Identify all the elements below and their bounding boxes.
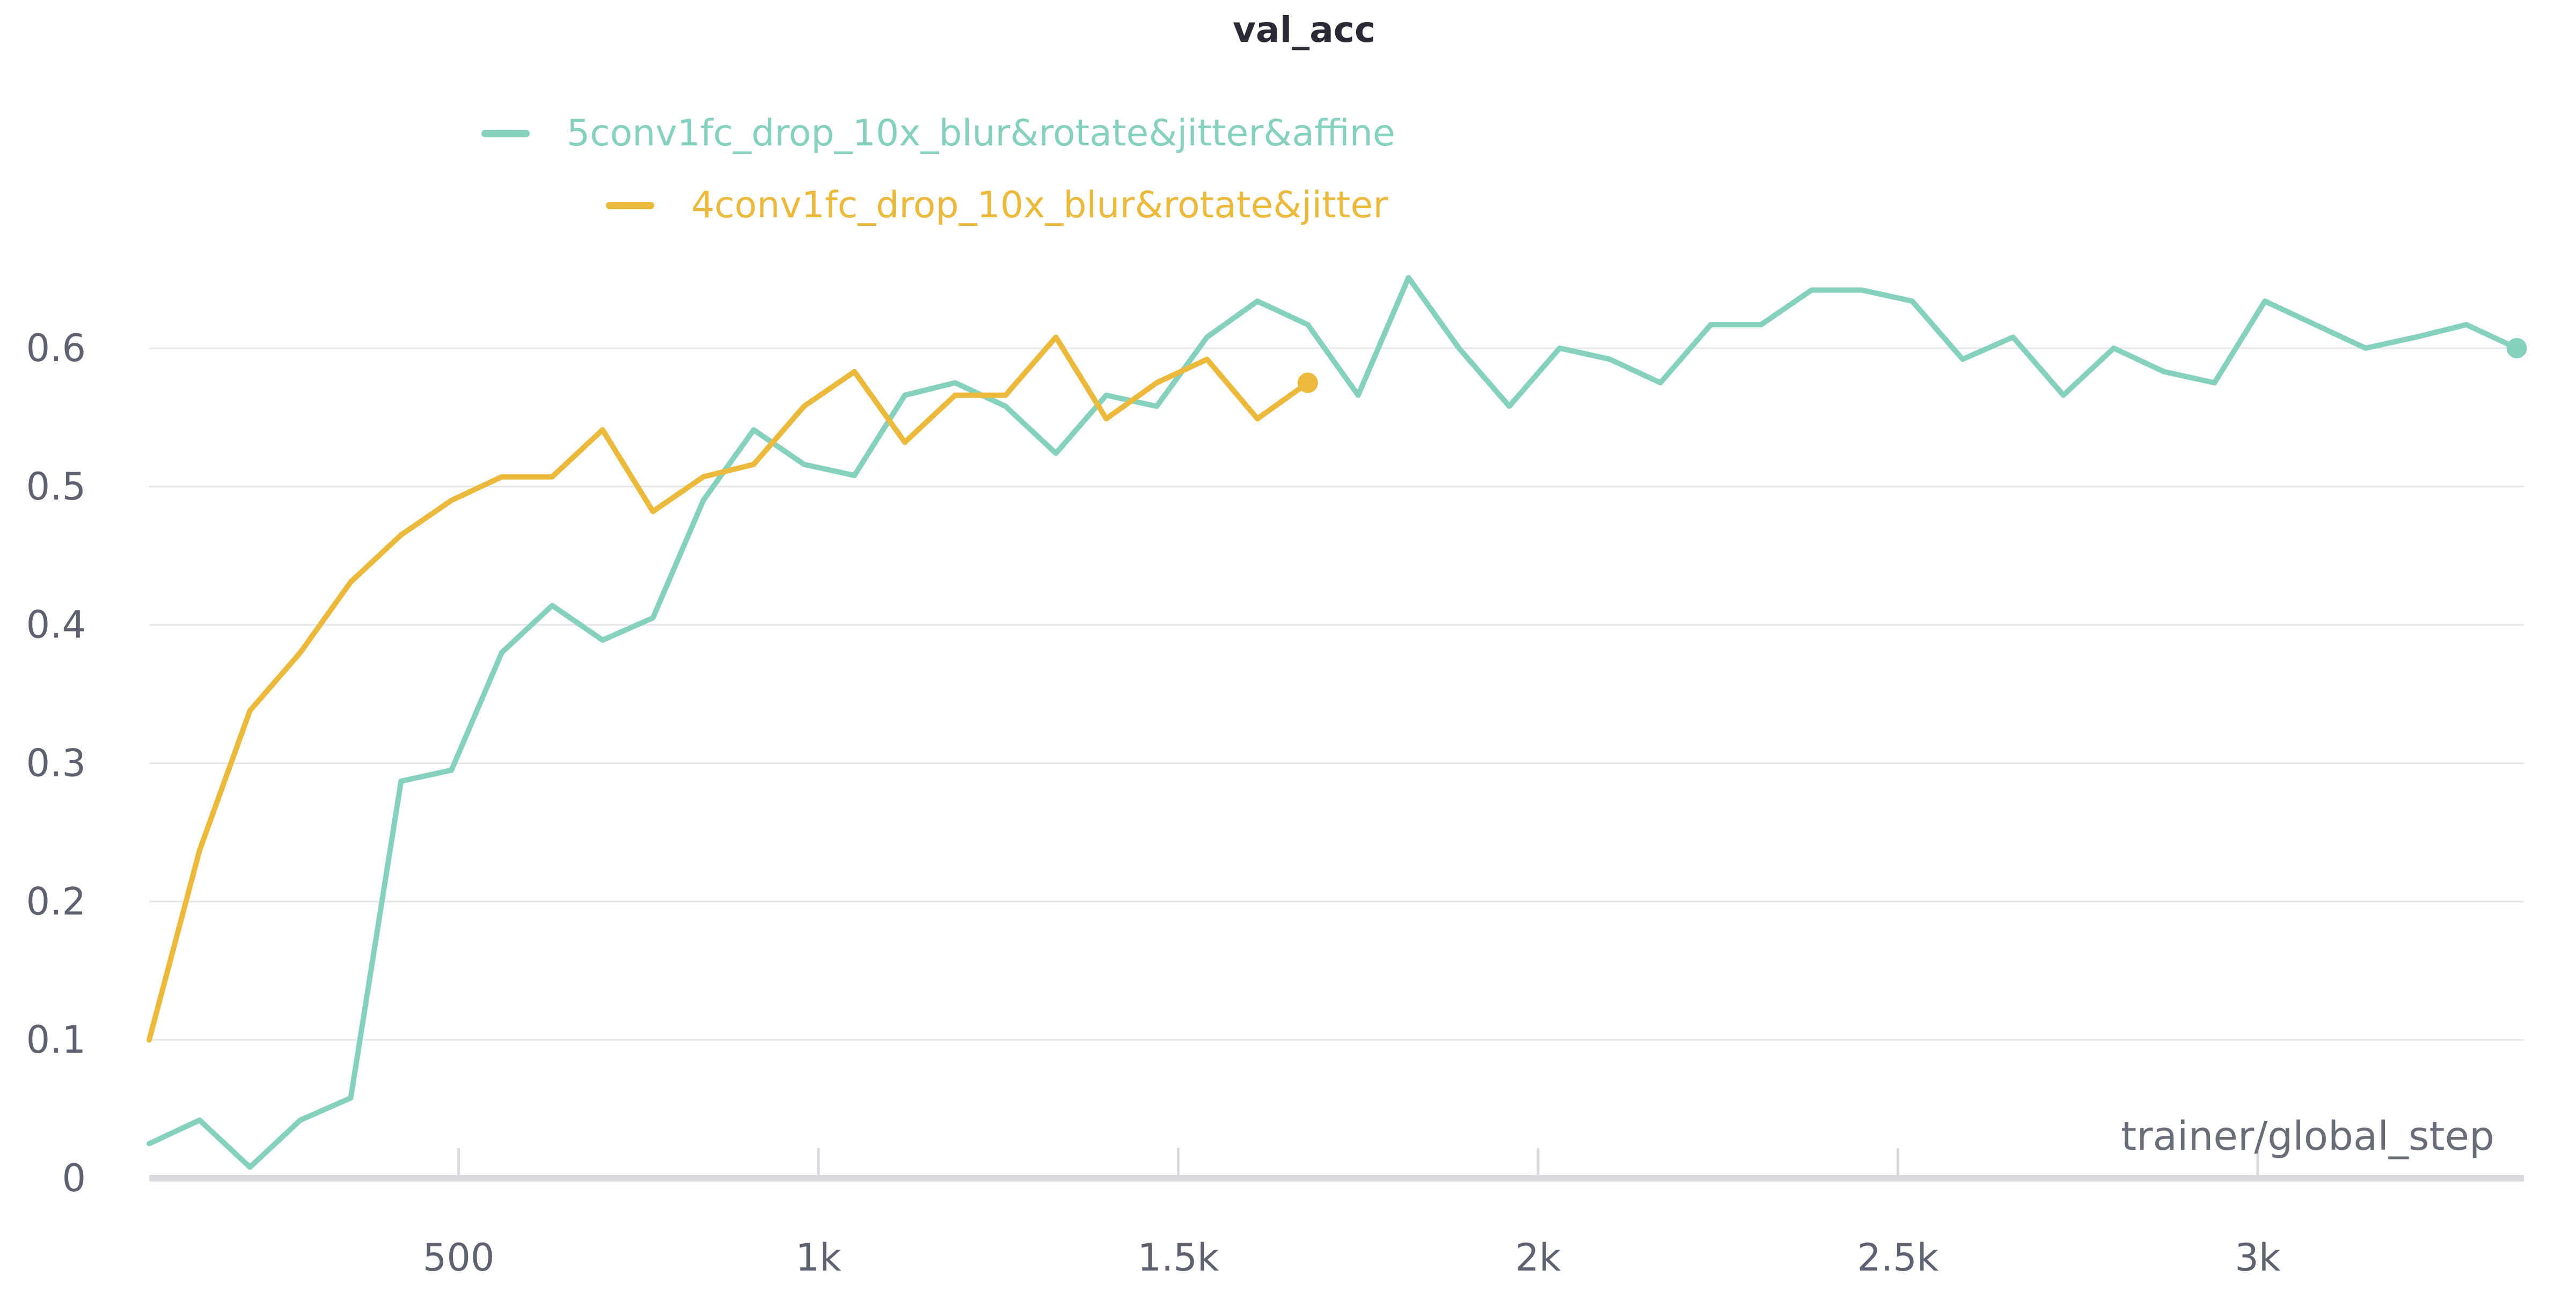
x-tick-label: 3k	[2235, 1236, 2281, 1280]
y-tick-label: 0.6	[26, 326, 86, 370]
x-tick-label: 1k	[796, 1236, 842, 1280]
y-tick-label: 0.3	[26, 741, 86, 785]
y-tick-label: 0.5	[26, 465, 86, 509]
legend-label-1: 5conv1fc_drop_10x_blur&rotate&jitter&aff…	[567, 112, 1395, 155]
chart-title: val_acc	[1233, 9, 1375, 50]
series-lines	[147, 275, 2527, 1170]
x-axis: 500 1k 1.5k 2k 2.5k 3k	[149, 1148, 2524, 1280]
x-tick-label: 2k	[1515, 1236, 1561, 1280]
series-line-1	[147, 275, 2520, 1170]
series-end-point-1	[2506, 337, 2527, 358]
x-tick-label: 2.5k	[1857, 1236, 1938, 1280]
series-line-2	[147, 334, 1311, 1043]
legend-label-2: 4conv1fc_drop_10x_blur&rotate&jitter	[691, 184, 1388, 226]
x-axis-label: trainer/global_step	[2121, 1113, 2494, 1159]
y-tick-label: 0.2	[26, 879, 86, 923]
series-end-point-2	[1297, 372, 1318, 393]
legend: 5conv1fc_drop_10x_blur&rotate&jitter&aff…	[481, 112, 1395, 226]
x-tick-label: 500	[423, 1236, 495, 1280]
gridlines	[149, 347, 2524, 1041]
x-tick-label: 1.5k	[1138, 1236, 1219, 1280]
y-axis: 0 0.1 0.2 0.3 0.4 0.5 0.6	[26, 326, 86, 1200]
y-tick-label: 0	[62, 1156, 86, 1200]
y-tick-label: 0.4	[26, 603, 86, 647]
y-tick-label: 0.1	[26, 1018, 86, 1062]
